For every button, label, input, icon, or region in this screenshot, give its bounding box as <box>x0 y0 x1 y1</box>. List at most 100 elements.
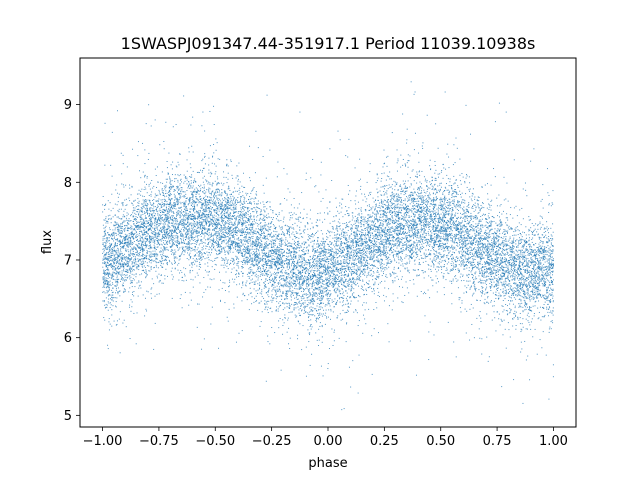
data-point <box>123 269 124 271</box>
data-point <box>205 195 207 197</box>
data-point <box>361 271 363 273</box>
data-point <box>315 185 317 187</box>
data-point <box>362 249 364 251</box>
data-point <box>476 254 478 256</box>
data-point <box>140 206 142 208</box>
data-point <box>408 211 410 213</box>
data-point <box>226 206 228 208</box>
data-point <box>433 213 435 215</box>
data-point <box>498 266 500 268</box>
data-point <box>503 229 505 231</box>
data-point <box>122 264 124 266</box>
data-point <box>274 256 276 258</box>
data-point <box>132 254 134 256</box>
data-point <box>528 271 530 273</box>
data-point <box>253 281 255 283</box>
data-point <box>127 263 129 265</box>
data-point <box>476 317 478 319</box>
data-point <box>167 218 169 220</box>
data-point <box>114 250 116 252</box>
data-point <box>201 160 203 162</box>
data-point <box>251 296 253 298</box>
data-point <box>364 252 366 253</box>
data-point <box>233 230 235 232</box>
data-point <box>398 241 400 243</box>
data-point <box>466 275 468 277</box>
data-point <box>306 217 308 219</box>
data-point <box>324 241 326 243</box>
data-point <box>301 349 303 351</box>
data-point <box>312 270 314 272</box>
data-point <box>407 154 409 156</box>
data-point <box>179 197 181 199</box>
data-point <box>366 264 368 266</box>
data-point <box>110 235 112 237</box>
data-point <box>491 282 493 283</box>
data-point <box>456 217 458 219</box>
data-point <box>116 184 118 186</box>
data-point <box>408 269 410 271</box>
data-point <box>376 277 378 279</box>
data-point <box>458 271 460 273</box>
data-point <box>208 232 210 234</box>
data-point <box>104 238 106 240</box>
data-point <box>297 292 299 294</box>
data-point <box>164 243 166 245</box>
data-point <box>288 229 290 231</box>
data-point <box>469 225 471 227</box>
data-point <box>145 257 147 259</box>
data-point <box>168 259 170 261</box>
data-point <box>417 255 419 257</box>
data-point <box>196 221 198 223</box>
data-point <box>136 250 138 252</box>
data-point <box>345 311 347 313</box>
data-point <box>524 302 526 304</box>
data-point <box>496 284 498 286</box>
data-point <box>542 295 544 297</box>
data-point <box>190 231 192 233</box>
data-point <box>370 264 372 266</box>
data-point <box>453 220 455 222</box>
data-point <box>440 205 442 207</box>
data-point <box>123 270 125 272</box>
data-point <box>527 263 529 265</box>
data-point <box>537 260 539 262</box>
data-point <box>489 283 491 285</box>
data-point <box>200 223 202 225</box>
data-point <box>432 208 434 210</box>
data-point <box>393 246 395 248</box>
data-point <box>509 257 511 259</box>
data-point <box>414 224 416 226</box>
data-point <box>359 268 361 270</box>
data-point <box>404 163 406 165</box>
data-point <box>104 227 106 229</box>
data-point <box>476 230 478 232</box>
data-point <box>424 257 426 259</box>
data-point <box>302 288 304 290</box>
data-point <box>398 252 400 254</box>
data-point <box>256 206 258 208</box>
data-point <box>199 252 201 254</box>
data-point <box>373 237 375 239</box>
data-point <box>452 240 454 242</box>
data-point <box>369 225 371 227</box>
data-point <box>527 264 529 266</box>
data-point <box>391 184 393 186</box>
data-point <box>482 275 484 277</box>
data-point <box>263 219 265 221</box>
data-point <box>517 229 519 231</box>
data-point <box>349 270 351 272</box>
data-point <box>467 284 469 286</box>
data-point <box>387 233 389 235</box>
data-point <box>271 290 273 292</box>
data-point <box>498 229 500 231</box>
data-point <box>198 258 200 260</box>
data-point <box>526 251 528 253</box>
data-point <box>272 255 274 257</box>
data-point <box>360 210 362 212</box>
data-point <box>104 274 106 276</box>
data-point <box>537 258 539 260</box>
data-point <box>535 280 537 282</box>
data-point <box>500 236 502 238</box>
data-point <box>144 242 146 244</box>
